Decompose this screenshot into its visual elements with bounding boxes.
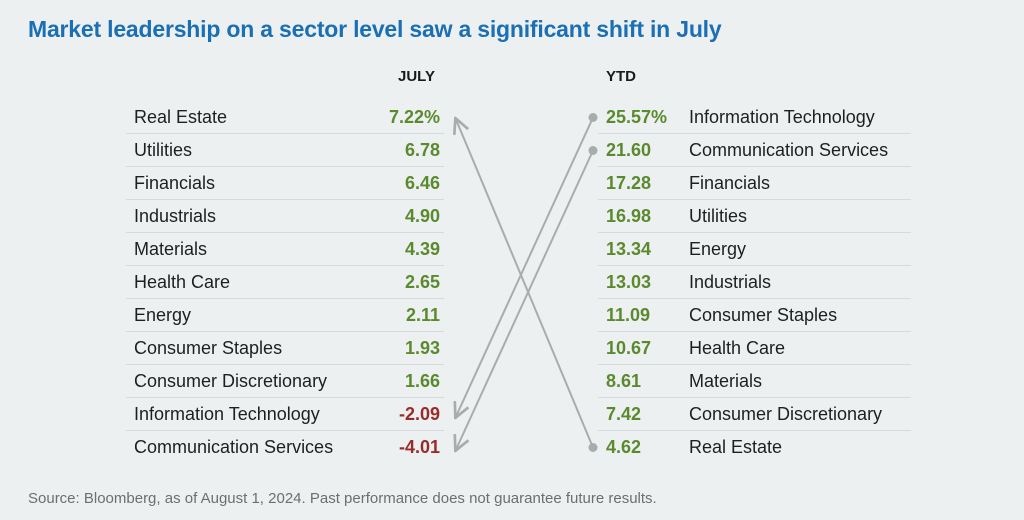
return-value: 8.61 <box>606 370 642 391</box>
return-value: 2.11 <box>405 304 440 325</box>
july-row: Consumer Discretionary 1.66 <box>126 365 444 398</box>
sector-name: Consumer Staples <box>689 304 838 325</box>
sector-name: Financials <box>689 172 771 193</box>
return-value: 13.03 <box>606 271 652 292</box>
return-value: 1.66 <box>404 370 440 391</box>
return-value: 17.28 <box>606 172 652 193</box>
sector-name: Energy <box>134 304 192 325</box>
return-value: 13.34 <box>606 238 652 259</box>
chart-title: Market leadership on a sector level saw … <box>28 16 722 42</box>
ytd-row: 8.61 Materials <box>598 365 911 398</box>
sector-name: Industrials <box>689 271 772 292</box>
ytd-row: 25.57% Information Technology <box>598 101 911 134</box>
sector-name: Financials <box>134 172 216 193</box>
return-value: 6.78 <box>404 139 440 160</box>
july-row: Information Technology -2.09 <box>126 398 444 431</box>
july-row: Real Estate 7.22% <box>126 101 444 134</box>
sector-name: Consumer Discretionary <box>134 370 328 391</box>
july-table: Real Estate 7.22% Utilities 6.78 Financials 6… <box>126 101 444 464</box>
arrow-information-technology <box>456 117 594 417</box>
return-value: 1.93 <box>404 337 440 358</box>
sector-name: Consumer Staples <box>134 337 283 358</box>
arrow-origin-dot <box>588 443 598 452</box>
sector-name: Health Care <box>134 271 231 292</box>
july-row: Utilities 6.78 <box>126 134 444 167</box>
july-row: Industrials 4.90 <box>126 200 444 233</box>
return-value: 7.22% <box>388 106 440 127</box>
ytd-row: 13.03 Industrials <box>598 266 911 299</box>
sector-name: Communication Services <box>134 437 334 457</box>
arrow-origin-dot <box>588 113 598 122</box>
return-value: 4.39 <box>404 238 440 259</box>
ytd-table: 25.57% Information Technology 21.60 Communi… <box>598 101 911 464</box>
sector-name: Real Estate <box>689 437 783 457</box>
return-value: -2.09 <box>398 403 440 424</box>
ytd-row: 13.34 Energy <box>598 233 911 266</box>
arrow-communication-services <box>456 150 594 450</box>
july-row: Communication Services -4.01 <box>126 431 444 464</box>
return-value: 10.67 <box>606 337 652 358</box>
ytd-row: 16.98 Utilities <box>598 200 911 233</box>
july-row: Financials 6.46 <box>126 167 444 200</box>
source-note: Source: Bloomberg, as of August 1, 2024.… <box>28 490 657 507</box>
return-value: 11.09 <box>606 304 651 325</box>
ytd-row: 21.60 Communication Services <box>598 134 911 167</box>
sector-name: Health Care <box>689 337 786 358</box>
return-value: 16.98 <box>606 205 652 226</box>
sector-name: Utilities <box>134 139 193 160</box>
ytd-row: 17.28 Financials <box>598 167 911 200</box>
july-row: Consumer Staples 1.93 <box>126 332 444 365</box>
return-value: 25.57% <box>606 106 668 127</box>
ytd-row: 4.62 Real Estate <box>598 431 911 464</box>
july-row: Materials 4.39 <box>126 233 444 266</box>
sector-name: Communication Services <box>689 139 889 160</box>
return-value: 4.90 <box>404 205 440 226</box>
july-column-header: JULY <box>398 68 435 85</box>
sector-name: Information Technology <box>689 106 875 127</box>
arrow-origin-dot <box>588 146 598 155</box>
return-value: 7.42 <box>606 403 642 424</box>
return-value: 4.62 <box>606 437 642 457</box>
ytd-row: 7.42 Consumer Discretionary <box>598 398 911 431</box>
july-row: Energy 2.11 <box>126 299 444 332</box>
ytd-row: 10.67 Health Care <box>598 332 911 365</box>
july-row: Health Care 2.65 <box>126 266 444 299</box>
sector-name: Consumer Discretionary <box>689 403 883 424</box>
sector-name: Materials <box>689 370 763 391</box>
return-value: 2.65 <box>404 271 440 292</box>
sector-name: Information Technology <box>134 403 320 424</box>
return-value: 21.60 <box>606 139 652 160</box>
return-value: 6.46 <box>404 172 440 193</box>
return-value: -4.01 <box>398 437 440 457</box>
arrow-real-estate <box>456 120 594 448</box>
ytd-row: 11.09 Consumer Staples <box>598 299 911 332</box>
sector-name: Materials <box>134 238 208 259</box>
sector-name: Utilities <box>689 205 748 226</box>
sector-name: Real Estate <box>134 106 228 127</box>
ytd-column-header: YTD <box>606 68 636 85</box>
sector-name: Energy <box>689 238 747 259</box>
sector-name: Industrials <box>134 205 217 226</box>
